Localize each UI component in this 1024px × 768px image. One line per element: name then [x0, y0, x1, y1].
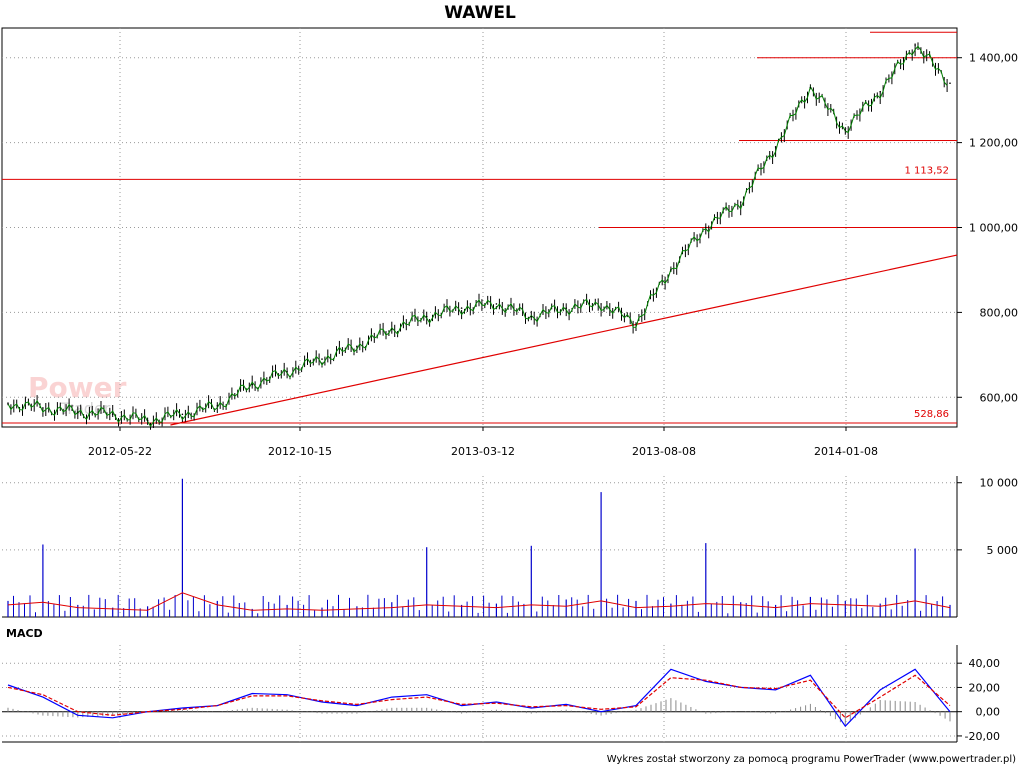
price-xtick-label: 2013-03-12 — [451, 445, 515, 458]
price-point — [286, 371, 288, 373]
price-ytick-label: 600,00 — [980, 391, 1019, 404]
price-point — [321, 358, 323, 360]
price-xtick-label: 2013-08-08 — [632, 445, 696, 458]
price-point — [111, 413, 114, 416]
price-point — [879, 90, 881, 93]
price-annotation: 528,86 — [914, 409, 949, 420]
price-point — [42, 407, 44, 409]
price-point — [77, 411, 79, 413]
macd-panel: MACD -20,00 0,00 20,00 40,00 — [2, 627, 1000, 743]
price-point — [600, 303, 602, 305]
macd-ytick-label: 0,00 — [976, 706, 1001, 719]
macd-ytick-label: -20,00 — [965, 730, 1000, 743]
price-annotation: 1 113,52 — [904, 165, 949, 176]
price-point — [530, 315, 533, 318]
volume-ma-line — [7, 592, 951, 611]
macd-label: MACD — [6, 627, 43, 640]
price-point — [739, 201, 742, 203]
price-point — [181, 413, 184, 416]
price-point — [565, 307, 567, 309]
volume-panel: 5 000 10 000 — [2, 476, 1019, 618]
price-trendline — [170, 254, 958, 426]
price-point — [460, 307, 463, 309]
price-xtick-label: 2012-10-15 — [268, 445, 332, 458]
volume-ytick-label: 10 000 — [980, 477, 1019, 490]
price-point — [670, 269, 672, 271]
price-point — [7, 402, 9, 405]
price-point — [774, 146, 777, 148]
macd-signal-line — [7, 674, 951, 719]
price-ma-line — [7, 45, 948, 428]
price-point — [216, 405, 219, 407]
price-ytick-label: 1 200,00 — [969, 137, 1018, 150]
price-point — [146, 419, 149, 422]
price-point — [391, 328, 393, 331]
price-point — [705, 226, 707, 229]
price-xtick-label: 2012-05-22 — [88, 445, 152, 458]
price-point — [495, 303, 498, 305]
price-ytick-label: 1 400,00 — [969, 52, 1018, 65]
price-point — [914, 44, 916, 46]
watermark-line1: Power — [28, 371, 127, 404]
volume-ytick-label: 5 000 — [987, 544, 1019, 557]
macd-line — [7, 668, 951, 728]
price-xtick-label: 2014-01-08 — [814, 445, 878, 458]
price-point — [251, 383, 253, 386]
price-ytick-label: 800,00 — [980, 306, 1019, 319]
price-point — [809, 86, 812, 89]
price-point — [949, 82, 951, 84]
price-panel: 2012-05-22 2012-10-15 2013-03-12 2013-08-08… — [1, 27, 1019, 458]
price-point — [844, 129, 847, 131]
macd-ytick-label: 20,00 — [969, 681, 1001, 694]
price-point — [425, 315, 428, 318]
chart-title: WAWEL — [444, 3, 516, 23]
macd-ytick-label: 40,00 — [969, 657, 1001, 670]
price-point — [635, 322, 637, 324]
price-ytick-label: 1 000,00 — [969, 222, 1018, 235]
price-point — [356, 345, 358, 348]
footer-credit: Wykres został stworzony za pomocą progra… — [607, 754, 1016, 765]
